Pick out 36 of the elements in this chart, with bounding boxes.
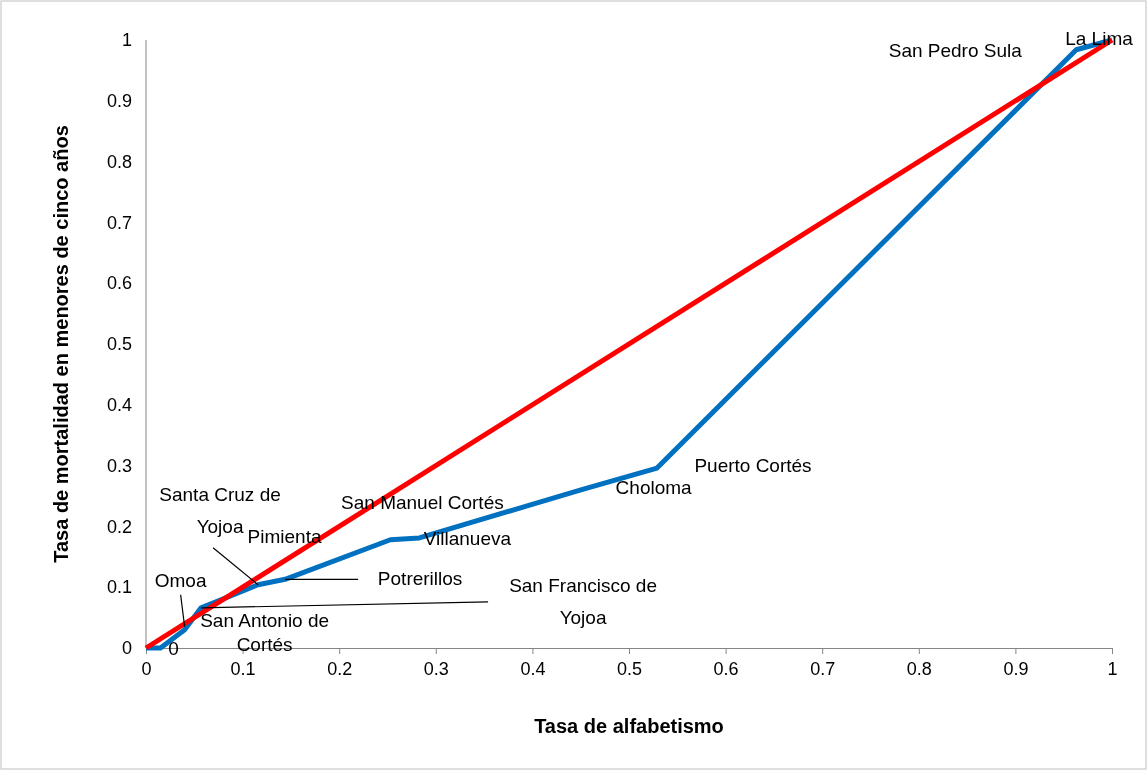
- y-tick-label: 0.3: [106, 455, 132, 476]
- y-tick-label: 0.4: [106, 395, 132, 416]
- x-tick-label: 0.2: [327, 658, 353, 679]
- x-axis-title: Tasa de alfabetismo: [534, 715, 724, 737]
- annotation: Omoa: [154, 569, 207, 591]
- x-tick-label: 0.6: [713, 658, 739, 679]
- annotation: 0: [168, 638, 179, 660]
- annotation: Pimienta: [247, 526, 322, 548]
- annotation: San Pedro Sula: [888, 39, 1023, 61]
- x-tick-label: 0.1: [230, 658, 256, 679]
- x-tick-label: 0.5: [616, 658, 643, 679]
- x-tick-label: 1: [1107, 658, 1118, 679]
- y-tick-label: 0.9: [106, 91, 132, 112]
- y-tick-label: 0.7: [106, 212, 132, 233]
- annotation: La Lima: [1065, 28, 1134, 50]
- y-tick-label: 0: [121, 638, 132, 659]
- annotation: Potrerillos: [377, 568, 463, 590]
- annotation: San Antonio de Cortés: [200, 609, 330, 655]
- y-tick-label: 1: [121, 30, 132, 51]
- annotation: San Francisco de Yojoa: [509, 574, 657, 628]
- x-tick-label: 0: [141, 658, 152, 679]
- y-tick-label: 0.8: [106, 151, 132, 172]
- x-tick-label: 0.9: [1003, 658, 1029, 679]
- annotation: San Manuel Cortés: [341, 491, 504, 513]
- x-tick-label: 0.8: [906, 658, 932, 679]
- y-tick-label: 0.6: [106, 273, 132, 294]
- y-tick-label: 0.2: [106, 516, 132, 537]
- x-tick-label: 0.3: [423, 658, 449, 679]
- x-tick-label: 0.4: [520, 658, 546, 679]
- y-tick-label: 0.1: [106, 577, 132, 598]
- annotation: Choloma: [615, 477, 693, 499]
- annotation: Villanueva: [423, 527, 512, 549]
- y-tick-label: 0.5: [106, 334, 132, 355]
- x-tick-label: 0.7: [810, 658, 836, 679]
- y-axis-title: Tasa de mortalidad en menores de cinco años: [50, 125, 72, 563]
- annotation: Puerto Cortés: [694, 455, 812, 477]
